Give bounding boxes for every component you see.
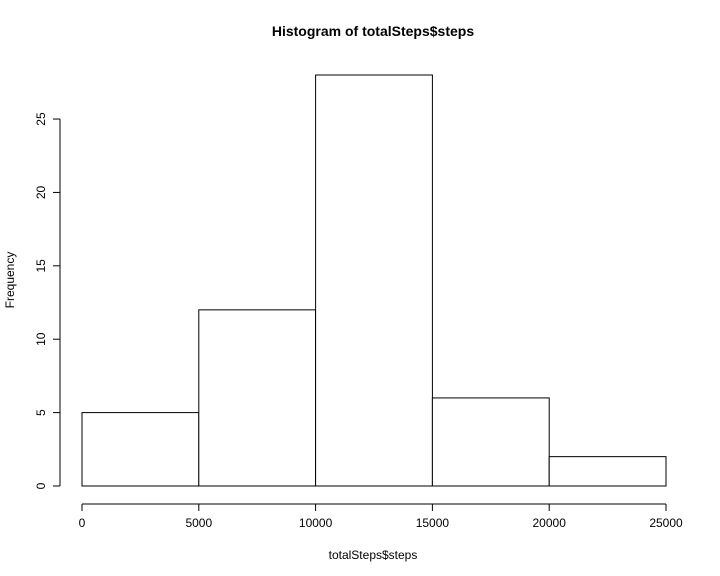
y-tick-label-5: 5	[34, 409, 48, 416]
histogram-bar-2	[198, 309, 317, 487]
bars-layer	[81, 74, 667, 487]
histogram-bar-1	[81, 412, 200, 487]
x-axis: 0 5000 10000 15000 20000 25000	[79, 503, 683, 530]
x-tick-label-5000: 5000	[185, 516, 212, 530]
x-tick-label-15000: 15000	[416, 516, 450, 530]
y-tick-label-10: 10	[34, 332, 48, 346]
x-tick-label-10000: 10000	[299, 516, 333, 530]
histogram-bar-3	[315, 74, 433, 487]
y-axis: 0 5 10 15 20 25	[34, 112, 61, 489]
y-tick-label-20: 20	[34, 185, 48, 199]
x-tick-label-25000: 25000	[649, 516, 683, 530]
x-axis-label: totalSteps$steps	[329, 548, 418, 562]
x-tick-label-0: 0	[79, 516, 86, 530]
histogram-bar-4	[431, 397, 550, 487]
y-axis-label: Frequency	[3, 252, 17, 309]
y-tick-label-15: 15	[34, 259, 48, 273]
histogram-bar-5	[548, 456, 667, 487]
y-tick-label-0: 0	[34, 482, 48, 489]
x-tick-label-20000: 20000	[533, 516, 567, 530]
y-tick-label-25: 25	[34, 112, 48, 126]
chart-title: Histogram of totalSteps$steps	[272, 23, 474, 39]
